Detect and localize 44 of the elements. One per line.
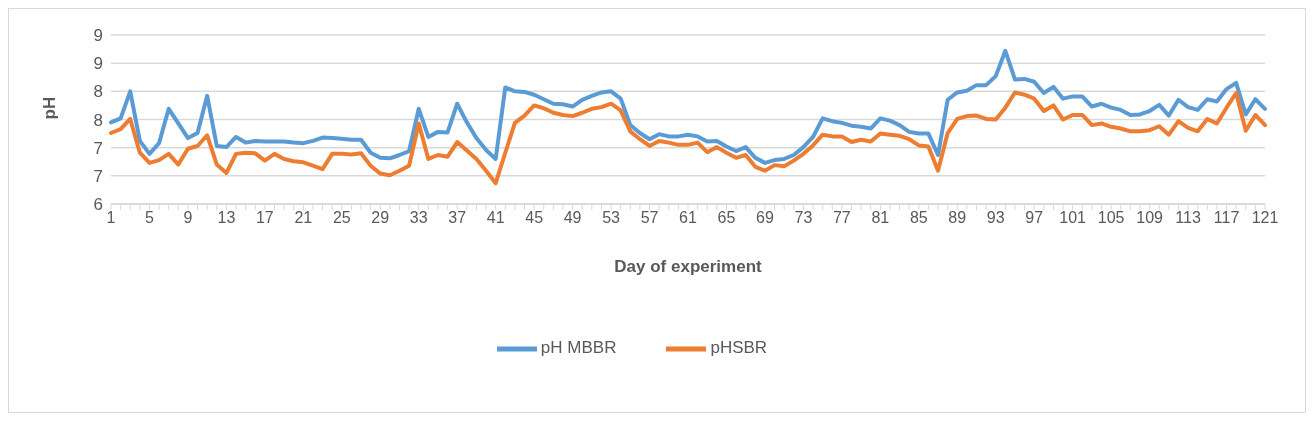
x-tick-label: 5 [145, 209, 155, 227]
x-tick-label: 77 [832, 209, 851, 227]
x-tick-label: 57 [640, 209, 659, 227]
y-tick-label: 8 [93, 110, 103, 130]
y-tick-label: 7 [93, 138, 103, 158]
x-tick-label: 73 [794, 209, 813, 227]
x-tick-label: 85 [909, 209, 928, 227]
x-tick-label: 69 [756, 209, 774, 227]
x-tick-label: 41 [486, 209, 505, 227]
x-tick-label: 1 [106, 209, 116, 227]
y-tick-label: 9 [93, 26, 103, 46]
x-tick-label: 61 [679, 209, 697, 227]
x-tick-label: 53 [602, 209, 621, 227]
x-tick-label: 105 [1097, 209, 1125, 227]
x-tick-label: 33 [409, 209, 428, 227]
y-tick-label: 7 [93, 166, 103, 186]
x-tick-label: 93 [986, 209, 1005, 227]
y-tick-label: 6 [93, 195, 103, 215]
x-tick-label: 29 [371, 209, 390, 227]
x-tick-label: 89 [948, 209, 967, 227]
y-tick-label: 8 [93, 82, 103, 102]
x-tick-label: 81 [871, 209, 890, 227]
line-series [109, 48, 1267, 165]
x-tick-label: 113 [1175, 209, 1201, 227]
x-axis-title: Day of experiment [614, 257, 763, 276]
x-tick-label: 45 [525, 209, 544, 227]
x-tick-label: 9 [183, 209, 193, 227]
x-tick-label: 13 [217, 209, 236, 227]
x-tick-label: 21 [294, 209, 313, 227]
line-series [109, 90, 1267, 186]
x-tick-label: 25 [332, 209, 351, 227]
x-tick-label: 65 [717, 209, 736, 227]
legend-label: pHSBR [710, 338, 768, 358]
x-tick-label: 101 [1059, 209, 1087, 227]
x-tick-label: 97 [1025, 209, 1044, 227]
x-tick-label: 37 [448, 209, 467, 227]
x-tick-label: 109 [1136, 209, 1164, 227]
x-tick-label: 49 [563, 209, 582, 227]
legend-label: pH MBBR [540, 338, 617, 358]
x-tick-label: 121 [1251, 209, 1279, 227]
y-axis-title: pH [40, 96, 60, 120]
y-tick-label: 9 [93, 54, 103, 74]
x-tick-label: 117 [1213, 209, 1240, 227]
x-tick-label: 17 [255, 209, 274, 227]
